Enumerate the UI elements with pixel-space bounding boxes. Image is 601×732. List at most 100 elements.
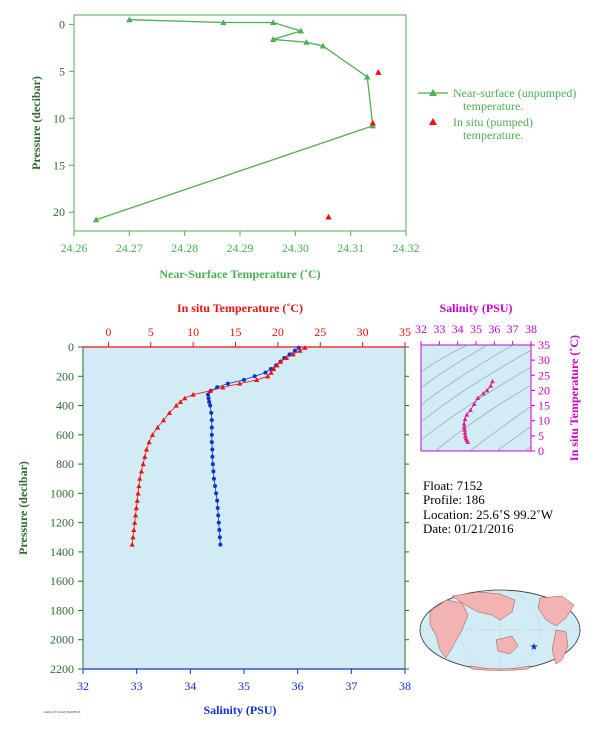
temperature-point (237, 380, 243, 386)
legend-unpumped-line1: Near-surface (unpumped) (453, 86, 576, 100)
x-tick-label: 24.29 (227, 241, 254, 255)
y-tick-label: 0 (59, 17, 65, 31)
salinity-point (211, 476, 216, 481)
unpumped-point (126, 16, 133, 23)
temperature-tick-label: 10 (187, 325, 199, 339)
temperature-point (142, 454, 148, 459)
ts-y-tick-label: 15 (538, 399, 550, 413)
temperature-tick-label: 25 (314, 325, 326, 339)
ts-point (462, 416, 468, 422)
temperature-point (283, 355, 289, 361)
salinity-tick-label: 34 (184, 679, 196, 693)
temperature-point (265, 373, 271, 379)
pumped-point (369, 119, 376, 126)
legend-pumped-line2: temperature. (463, 128, 523, 142)
temperature-point (254, 377, 260, 383)
salinity-point (210, 447, 215, 452)
ts-point (490, 378, 495, 384)
unpumped-point (92, 216, 100, 223)
temperature-tick-label: 15 (230, 325, 242, 339)
temperature-point (274, 362, 280, 368)
ts-point (484, 388, 490, 393)
temperature-point (277, 359, 284, 364)
density-contour (469, 405, 531, 451)
ts-x-tick-label: 32 (415, 322, 427, 336)
pressure-tick-label: 2200 (50, 662, 74, 676)
pressure-tick-label: 1400 (50, 545, 74, 559)
temperature-point (207, 388, 213, 393)
float-number: Float: 7152 (423, 478, 483, 493)
temperature-point (140, 461, 146, 467)
temperature-point (130, 534, 136, 540)
ts-point (471, 401, 477, 406)
profile-panel: 32 33 34 35 36 37 38 0 5 10 15 20 25 30 35 0 200 400 600 80… (16, 301, 411, 717)
temperature-point (268, 370, 274, 375)
unpumped-point (297, 27, 305, 34)
ts-plot-frame (420, 344, 532, 452)
temperature-point (190, 391, 196, 397)
ts-point (462, 433, 468, 438)
ts-x-tick-label: 35 (470, 322, 482, 336)
salinity-point (206, 392, 211, 397)
float-location: Location: 25.6˚S 99.2˚W (423, 507, 554, 522)
ts-y-tick-label: 35 (538, 338, 550, 352)
ts-y-label: In situ Temperature (˚C) (567, 335, 581, 461)
y-tick-label: 10 (53, 111, 65, 125)
pressure-tick-label: 0 (68, 340, 74, 354)
ts-point (465, 439, 471, 444)
land-north-america (537, 595, 575, 627)
ts-y-tick-label: 20 (538, 383, 550, 397)
ts-x-label: Salinity (PSU) (439, 301, 512, 315)
temperature-tick-label: 30 (357, 325, 369, 339)
unpumped-temperature-line (95, 19, 374, 221)
salinity-point (209, 418, 214, 423)
ts-y-tick-label: 5 (538, 429, 544, 443)
legend-red-triangle (429, 118, 437, 125)
ts-point (475, 395, 481, 400)
ts-point (461, 424, 467, 429)
ts-point (462, 430, 468, 435)
legend-unpumped-line2: temperature. (463, 99, 523, 113)
salinity-point (215, 506, 220, 510)
near-surface-panel: 24.26 24.27 24.28 24.29 24.30 24.31 24.32 0 5 10… (29, 14, 576, 281)
ts-x-tick-label: 37 (507, 322, 519, 336)
ts-density-contours (421, 345, 531, 451)
density-contour (435, 384, 531, 451)
land-south-america (551, 629, 569, 665)
salinity-point (210, 462, 215, 467)
salinity-point (217, 535, 222, 540)
y-tick-label: 15 (53, 158, 65, 172)
ts-point (488, 383, 494, 388)
salinity-point (216, 513, 221, 518)
x-tick-label: 24.26 (61, 241, 88, 255)
salinity-point (242, 377, 246, 382)
salinity-point (209, 440, 214, 445)
salinity-point (214, 491, 219, 496)
temperature-point (220, 384, 226, 390)
salinity-point (216, 520, 221, 525)
density-contour (421, 345, 489, 389)
temperature-point (166, 410, 173, 415)
salinity-tick-label: 33 (131, 679, 143, 693)
x-tick-label: 24.27 (116, 241, 143, 255)
near-surface-y-axis: 0 5 10 15 20 (53, 17, 74, 219)
unpumped-point (220, 19, 227, 26)
density-contour (496, 426, 531, 451)
salinity-point (263, 370, 268, 375)
ts-x-tick-label: 34 (452, 322, 464, 336)
pressure-tick-label: 400 (56, 399, 74, 413)
pressure-tick-label: 800 (56, 457, 74, 471)
ts-x-tick-label: 38 (525, 322, 537, 336)
ts-point (480, 391, 486, 396)
unpumped-point (319, 42, 327, 49)
temperature-point (136, 483, 142, 489)
profile-plot-background (83, 347, 405, 669)
near-surface-series (92, 16, 382, 223)
profile-date: Date: 01/21/2016 (423, 521, 514, 536)
salinity-point (210, 454, 215, 459)
profile-top-x-label: In situ Temperature (˚C) (177, 301, 303, 315)
temperature-point (297, 348, 303, 353)
pressure-tick-label: 1800 (50, 603, 74, 617)
temperature-point (146, 439, 152, 445)
x-tick-label: 24.32 (393, 241, 420, 255)
